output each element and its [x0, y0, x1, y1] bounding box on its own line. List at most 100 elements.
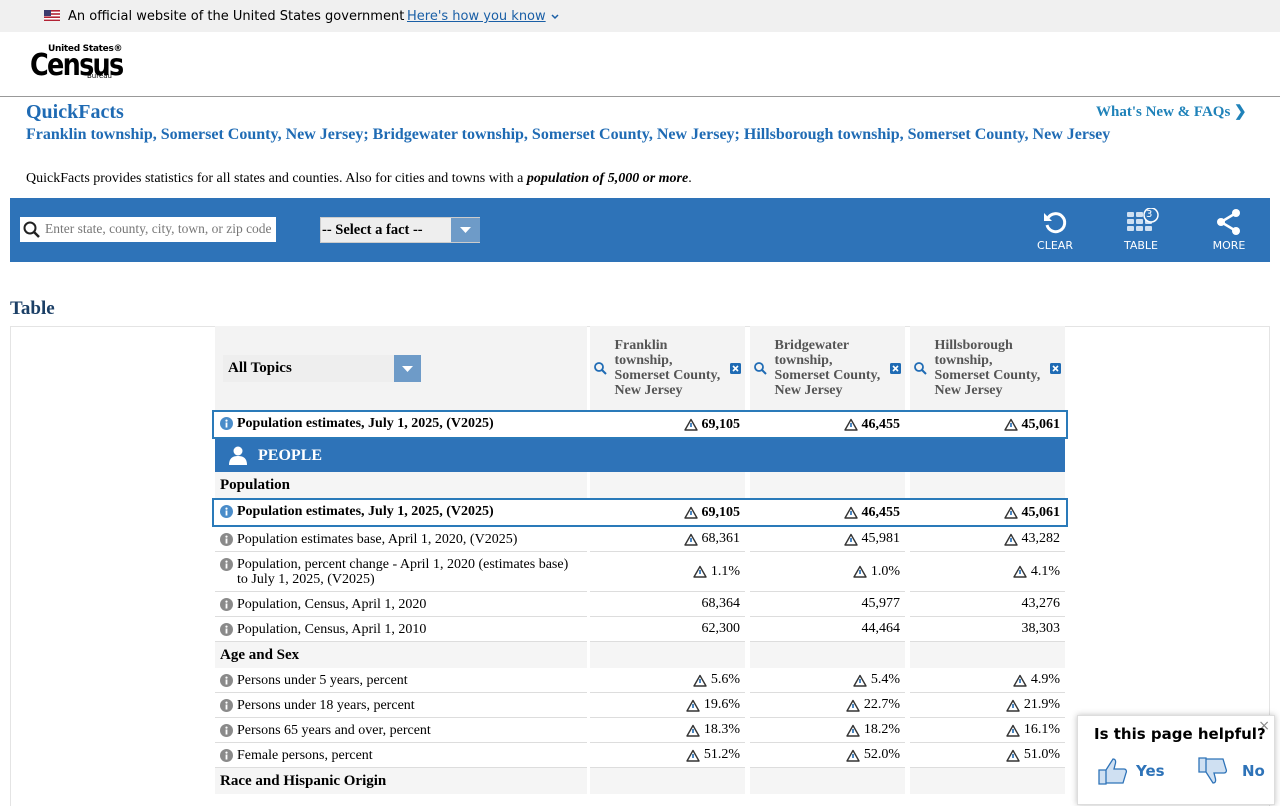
info-icon — [220, 724, 233, 737]
search-input[interactable]: Enter state, county, city, town, or zip … — [20, 217, 276, 242]
share-icon — [1217, 209, 1240, 235]
group-header-cell — [910, 642, 1065, 668]
close-button[interactable]: × — [1258, 718, 1270, 734]
value-cell: 51.0% — [910, 743, 1065, 768]
fact-select[interactable]: -- Select a fact -- — [320, 217, 480, 243]
remove-column[interactable] — [890, 362, 901, 374]
row-label: Female persons, percent — [237, 748, 373, 763]
feedback-widget: × Is this page helpful? Yes No — [1077, 715, 1275, 805]
value-cell: 4.9% — [910, 668, 1065, 693]
search-place[interactable] — [594, 361, 607, 375]
group-title: Age and Sex — [220, 646, 300, 663]
quality-flag — [683, 506, 698, 519]
value: 1.0% — [870, 563, 900, 579]
search-placeholder: Enter state, county, city, town, or zip … — [45, 221, 272, 236]
value-cell: 5.4% — [750, 668, 905, 693]
topics-select[interactable]: All Topics — [223, 354, 421, 382]
value: 5.6% — [710, 672, 740, 687]
banner-link[interactable]: Here's how you know — [407, 9, 546, 24]
row-label-cell: Population estimates base, April 1, 2020… — [215, 527, 587, 552]
group-header-cell — [750, 642, 905, 668]
value-cell: 62,300 — [590, 617, 745, 642]
data-row: Female persons, percent 51.2% 52.0% 51.0% — [215, 743, 1065, 768]
value-cell: 43,282 — [910, 527, 1065, 552]
page-title[interactable]: QuickFacts — [26, 101, 124, 123]
value-cell: 52.0% — [750, 743, 905, 768]
value: 46,455 — [861, 504, 901, 520]
quality-flag — [686, 749, 700, 762]
group-header-cell — [590, 642, 745, 668]
value-cell: 51.2% — [590, 743, 745, 768]
value: 22.7% — [863, 697, 900, 712]
topics-arrow — [394, 354, 421, 382]
person-icon — [229, 446, 247, 465]
column-name: Hillsborough township, Somerset County, … — [934, 338, 1041, 398]
quality-flag — [843, 533, 858, 546]
row-label: Population, Census, April 1, 2020 — [237, 597, 427, 612]
yes-button[interactable]: Yes — [1096, 756, 1165, 786]
quality-flag — [853, 565, 867, 578]
group-header: Age and Sex — [215, 642, 587, 668]
section-bar: PEOPLE — [215, 439, 1065, 472]
group-header-row: Age and Sex — [215, 642, 1065, 668]
quality-flag — [843, 506, 858, 519]
value-cell: 5.6% — [590, 668, 745, 693]
whats-new-text[interactable]: What's New & FAQs — [1096, 104, 1231, 120]
search-place[interactable] — [914, 361, 927, 375]
value: 1.1% — [710, 563, 740, 579]
quality-flag — [1006, 749, 1020, 762]
info-icon — [220, 699, 233, 712]
value: 46,455 — [861, 416, 901, 432]
value-cell: 68,364 — [590, 592, 745, 617]
fact-select-text: -- Select a fact -- — [322, 222, 423, 238]
value-cell: 69,105 — [590, 411, 745, 438]
info-icon — [220, 623, 233, 636]
value-cell: 45,977 — [750, 592, 905, 617]
quality-flag — [1003, 418, 1018, 431]
value: 51.0% — [1023, 747, 1060, 762]
value: 69,105 — [701, 416, 741, 432]
row-label-cell: Population, Census, April 1, 2020 — [215, 592, 587, 617]
data-row: Population estimates, July 1, 2025, (V20… — [212, 498, 1068, 527]
value: 21.9% — [1023, 697, 1060, 712]
feedback-question: Is this page helpful? — [1094, 725, 1266, 743]
group-header-row: Race and Hispanic Origin — [215, 768, 1065, 794]
whats-new-link[interactable]: What's New & FAQs ❯ — [1096, 104, 1247, 120]
logo-bottom: Bureau — [87, 72, 112, 80]
logo-top: United States® — [48, 44, 123, 54]
value-cell: 1.0% — [750, 552, 905, 592]
table-button[interactable]: 3 TABLE — [1111, 207, 1171, 252]
data-row: Persons under 5 years, percent 5.6% 5.4% 4.… — [215, 668, 1065, 693]
value-cell: 68,361 — [590, 527, 745, 552]
row-label-cell: Population, Census, April 1, 2010 — [215, 617, 587, 642]
row-label-cell: Persons under 18 years, percent — [215, 693, 587, 718]
info-icon — [220, 674, 233, 687]
value: 45,061 — [1021, 504, 1061, 520]
remove-column[interactable] — [730, 362, 741, 374]
more-button[interactable]: MORE — [1199, 208, 1259, 252]
quality-flag — [1006, 724, 1020, 737]
value: 18.3% — [703, 722, 740, 737]
remove-column[interactable] — [1050, 362, 1061, 374]
section-title: PEOPLE — [258, 446, 323, 464]
clear-button[interactable]: CLEAR — [1025, 208, 1085, 252]
value: 69,105 — [701, 504, 741, 520]
value-cell: 21.9% — [910, 693, 1065, 718]
row-label: Population, percent change - April 1, 20… — [237, 557, 569, 587]
no-button[interactable]: No — [1196, 756, 1265, 786]
topics-cell: All Topics — [215, 326, 587, 410]
table-count: 3 — [1146, 209, 1153, 220]
quality-flag — [843, 418, 858, 431]
data-row: Persons 65 years and over, percent 18.3% 1… — [215, 718, 1065, 743]
info-icon — [220, 533, 233, 546]
value: 45,977 — [861, 596, 901, 611]
quality-flag — [853, 674, 867, 687]
quality-flag — [846, 724, 860, 737]
group-header-cell — [590, 768, 745, 794]
row-label-cell: Persons under 5 years, percent — [215, 668, 587, 693]
logo-main[interactable]: Census — [30, 48, 124, 83]
search-place[interactable] — [754, 361, 767, 375]
row-label: Population estimates, July 1, 2025, (V20… — [237, 416, 494, 431]
gov-banner: An official website of the United States… — [0, 0, 1280, 32]
description-text: QuickFacts provides statistics for all s… — [26, 171, 527, 186]
